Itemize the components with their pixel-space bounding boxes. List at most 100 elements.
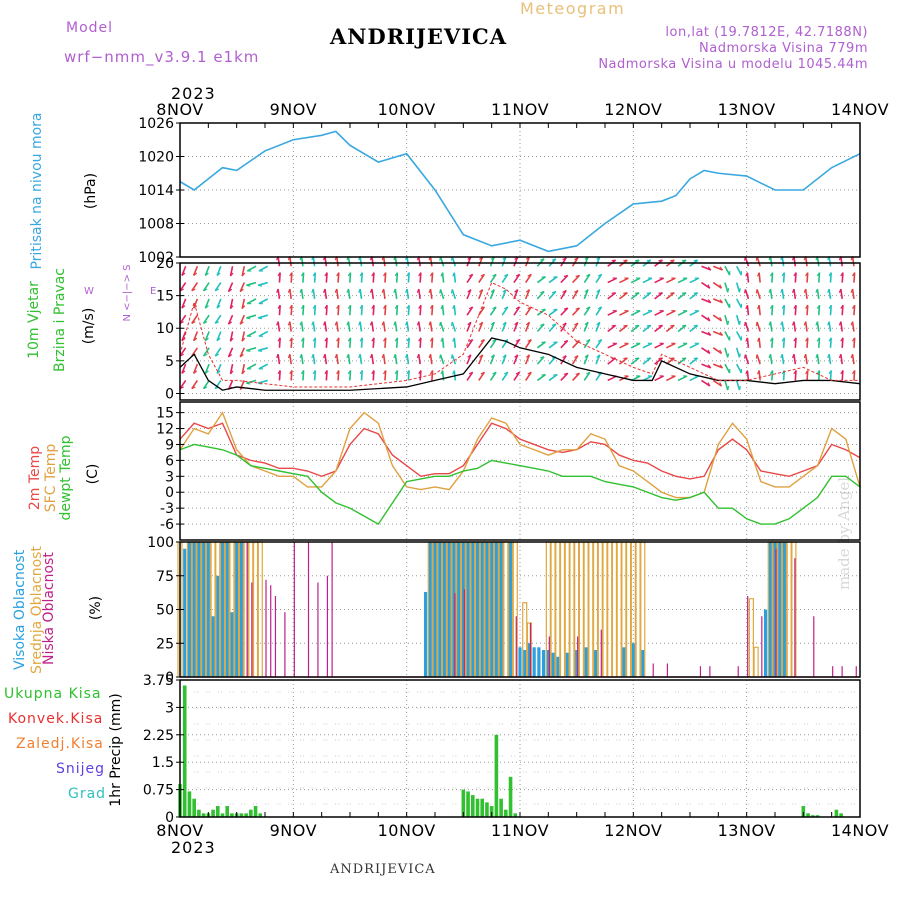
wind-arrow-head: [827, 354, 830, 359]
wind-arrow: [501, 339, 509, 349]
wind-arrow-head: [757, 272, 760, 277]
wind-arrow-head: [635, 357, 640, 360]
wind-arrow: [756, 354, 761, 365]
wind-arrow-head: [450, 321, 453, 327]
wind-arrow-head: [405, 321, 408, 326]
wind-arrow-head: [502, 354, 507, 358]
x-tick-top: 14NOV: [831, 100, 889, 119]
wind-arrow: [466, 256, 472, 267]
precip-bar: [504, 809, 508, 817]
wind-arrow-head: [515, 338, 520, 342]
wind-arrow: [313, 370, 317, 381]
wind-arrow: [216, 298, 222, 309]
wind-arrow-head: [450, 354, 453, 359]
wind-arrow: [595, 289, 601, 300]
cloud-bar-high: [192, 542, 196, 677]
wind-arrow-head: [429, 337, 434, 342]
wind-arrow-head: [707, 331, 712, 336]
wind-arrow-head: [793, 304, 797, 309]
wind-arrow-head: [371, 370, 375, 375]
wind-arrow-head: [277, 272, 281, 277]
wind-arrow-head: [586, 338, 591, 342]
wind-arrow: [735, 282, 741, 293]
wind-arrow-head: [191, 321, 196, 325]
data-layer: [177, 130, 861, 817]
wind-arrow: [642, 342, 653, 349]
wind-arrow: [312, 256, 316, 267]
wind-arrow: [758, 272, 761, 283]
cloud-bar-high: [523, 650, 527, 677]
wind-arrow: [466, 289, 472, 300]
wind-arrow: [337, 337, 340, 348]
wind-arrow: [229, 331, 234, 342]
wind-arrow: [395, 272, 399, 283]
wind-arrow-head: [681, 259, 687, 262]
wind-arrow: [701, 363, 712, 369]
wind-arrow: [360, 337, 364, 348]
wind-arrow-head: [311, 321, 314, 326]
wind-arrow-head: [359, 370, 363, 375]
wind-arrow: [466, 306, 474, 316]
wind-arrow: [302, 305, 305, 316]
wind-arrow-head: [311, 288, 314, 293]
wind-arrow: [701, 298, 712, 304]
wind-arrow: [406, 321, 410, 332]
wind-arrow: [439, 321, 445, 332]
precip-bar: [258, 813, 263, 817]
wind-arrow: [501, 306, 509, 316]
wind-arrow: [781, 321, 785, 332]
x-tick-bottom: 11NOV: [491, 821, 549, 840]
wind-arrow: [349, 305, 352, 316]
wind-arrow-head: [324, 337, 328, 342]
precip-bar: [253, 806, 258, 817]
wind-arrow-head: [646, 324, 651, 327]
wind-arrow: [853, 337, 856, 348]
wind-arrow: [384, 337, 387, 348]
wind-arrow-head: [551, 323, 557, 326]
wind-arrow: [735, 265, 743, 276]
wind-arrow-head: [805, 304, 809, 309]
wind-arrow-head: [406, 272, 410, 277]
wind-arrow-head: [791, 288, 795, 293]
wind-arrow-head: [527, 338, 532, 342]
wind-arrow-head: [394, 370, 398, 375]
wind-arrow-head: [658, 324, 663, 327]
wind-arrow: [371, 354, 375, 365]
wind-arrow-head: [299, 354, 303, 359]
wind-arrow-head: [635, 259, 640, 262]
wind-arrow: [359, 256, 363, 267]
wind-arrow-head: [428, 288, 432, 293]
cloud-bar-high: [457, 542, 461, 677]
precip-bar: [508, 776, 513, 817]
cloud-bar-mid: [526, 622, 533, 677]
cloud-bar-high: [183, 548, 187, 677]
wind-arrow: [817, 272, 821, 283]
wind-arrow: [439, 354, 445, 365]
wind-arrow: [371, 256, 375, 267]
wind-arrow-head: [416, 321, 420, 326]
temp-line-2m-temp: [179, 422, 861, 480]
cloud-bar-high: [461, 542, 465, 677]
wind-arrow: [431, 272, 434, 283]
wind-arrow: [735, 314, 741, 326]
wind-arrow-head: [738, 386, 741, 391]
wind-arrow: [701, 379, 711, 387]
wind-arrow-head: [562, 257, 567, 261]
wind-arrow: [277, 288, 281, 299]
cloud-bar-high: [584, 647, 588, 677]
cloud-bar-mid: [559, 541, 566, 677]
wind-arrow-head: [719, 316, 723, 322]
wind-arrow-head: [312, 272, 316, 277]
cloud-bar-high: [537, 647, 541, 677]
wind-arrow-head: [838, 288, 842, 293]
precip-bar: [230, 813, 234, 817]
wind-arrow: [489, 371, 497, 381]
wind-arrow-head: [381, 354, 385, 359]
cloud-bar-high: [631, 643, 635, 677]
wind-arrow: [840, 256, 844, 267]
wind-arrow: [677, 277, 688, 284]
wind-arrow-head: [768, 354, 772, 359]
wind-arrow-head: [745, 337, 748, 342]
wind-arrow: [290, 305, 293, 316]
cloud-bar-high: [197, 542, 201, 677]
